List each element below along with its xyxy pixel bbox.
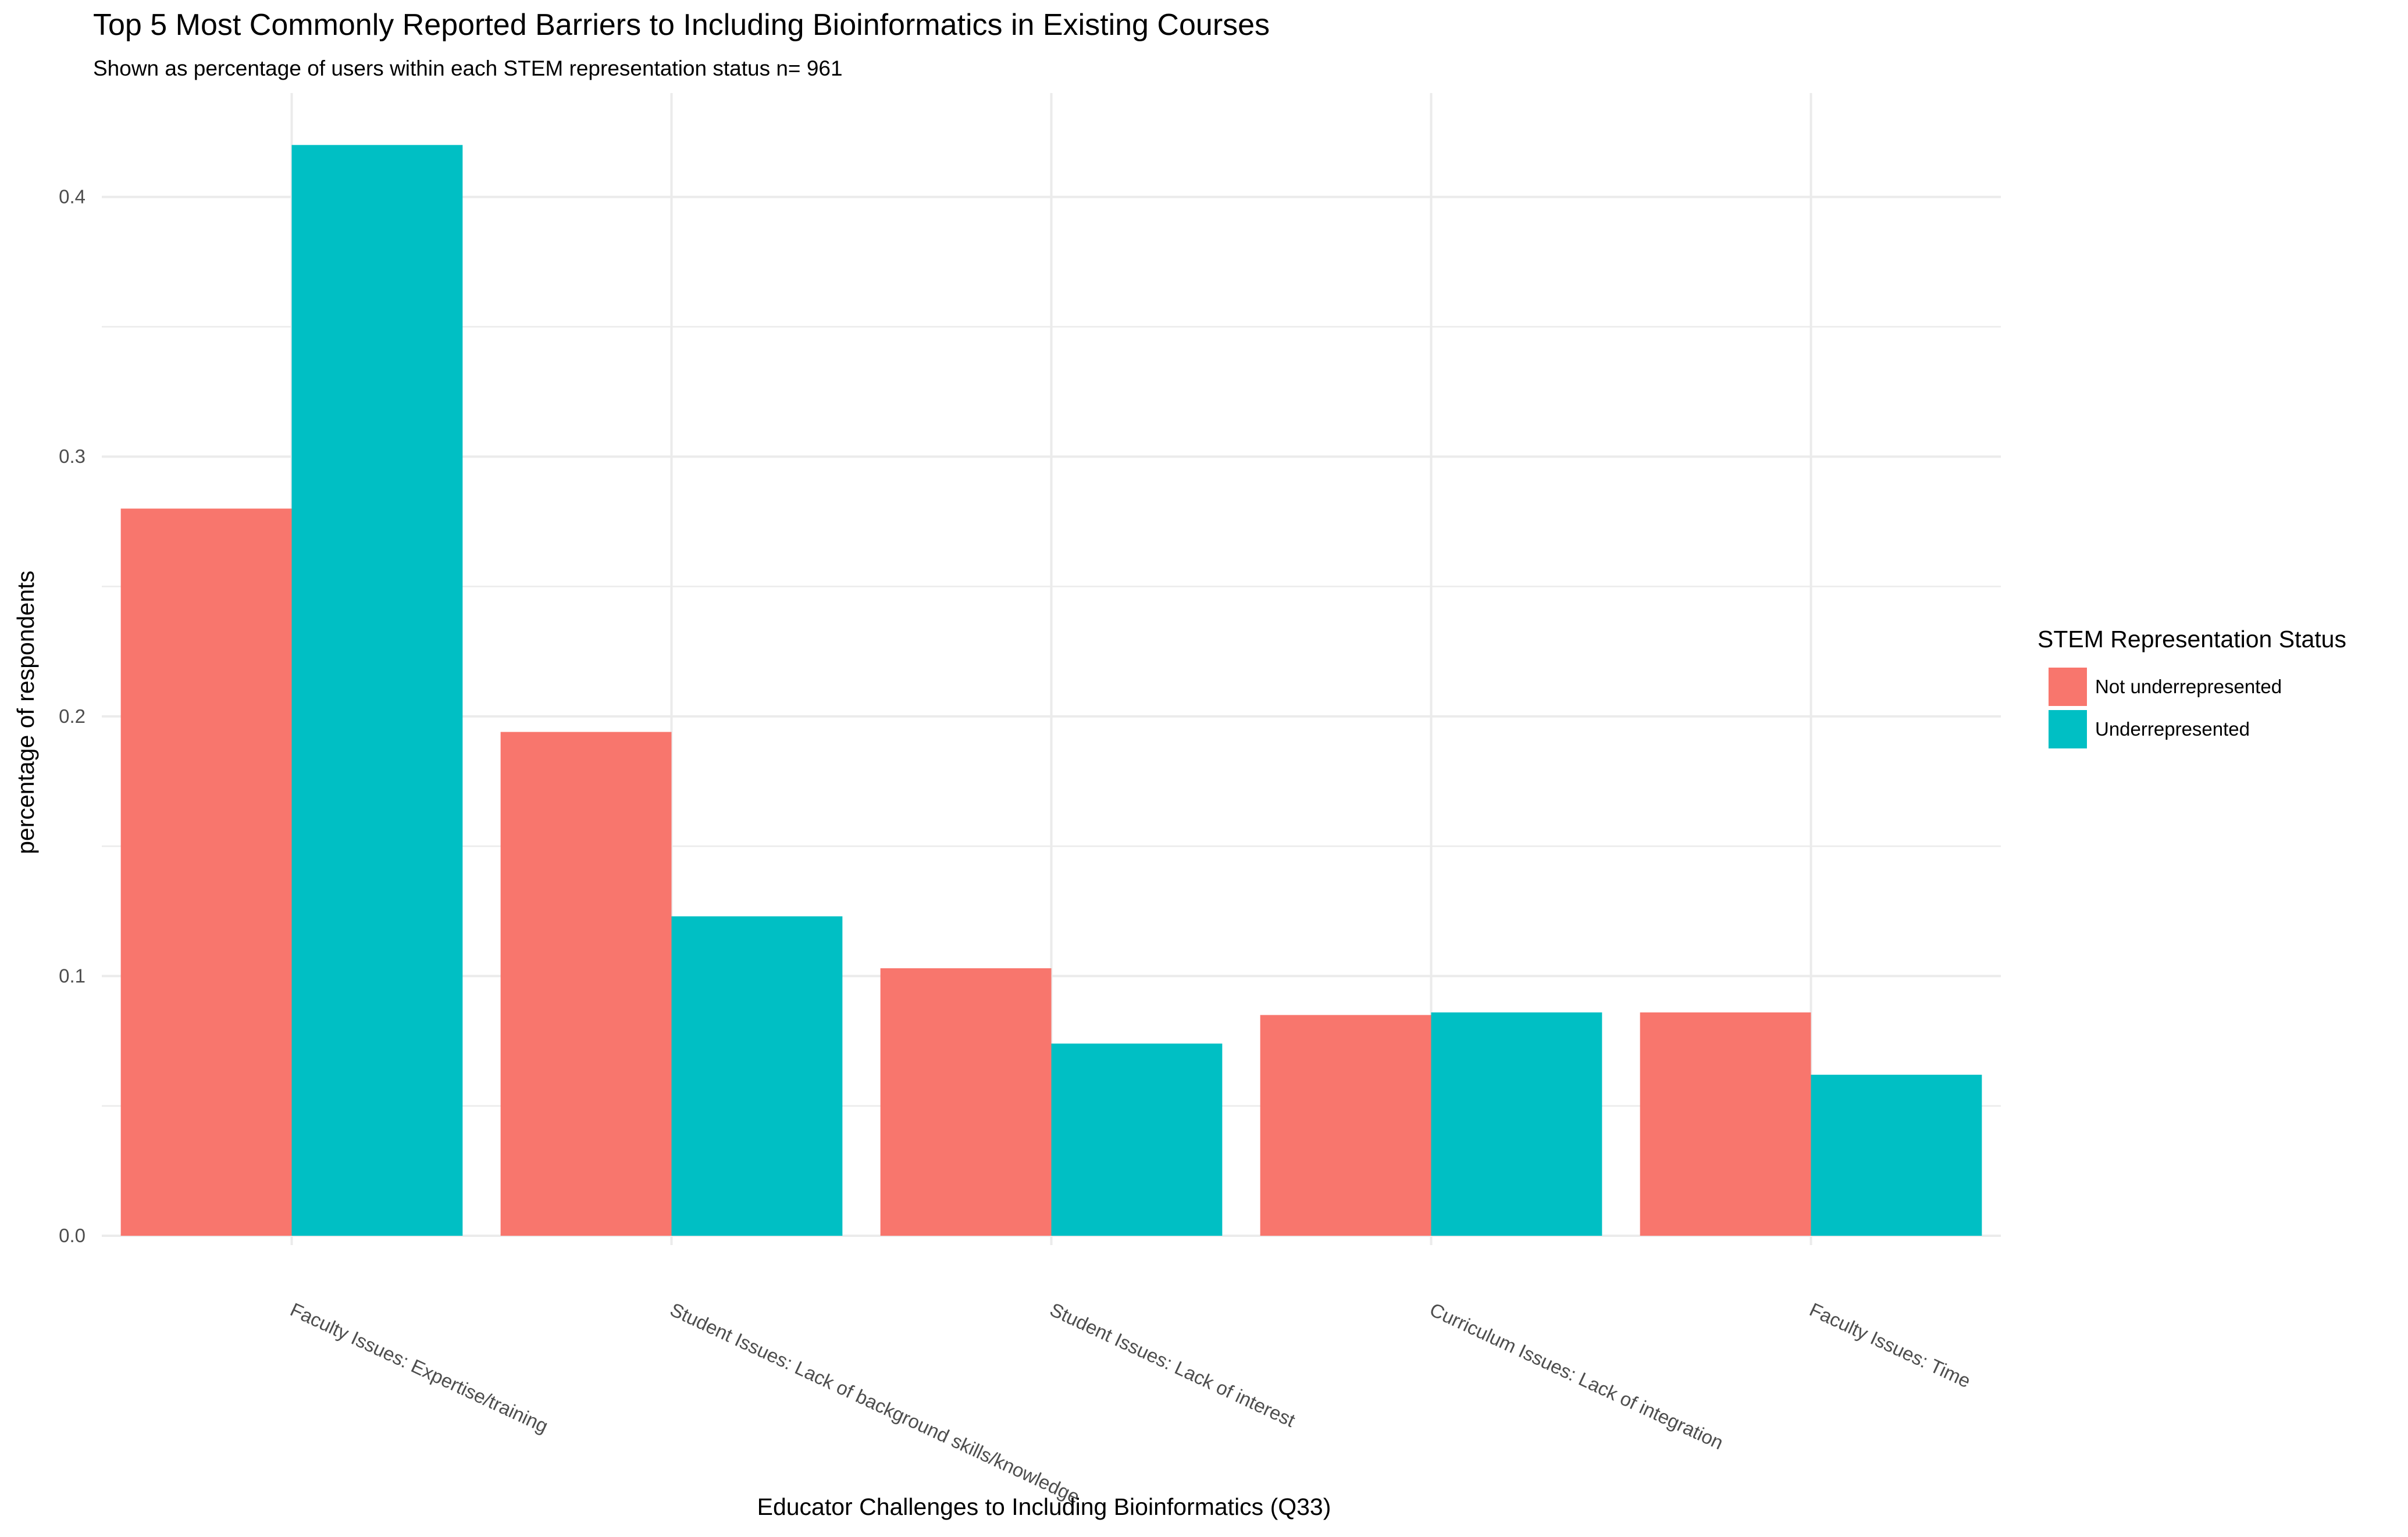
bar-underrepresented [671, 916, 843, 1236]
y-axis-label: percentage of respondents [12, 570, 39, 854]
x-tick-label: Curriculum Issues: Lack of integration [1427, 1299, 1727, 1454]
legend-key [2049, 710, 2087, 748]
bar-not-underrepresented [880, 968, 1052, 1236]
chart-subtitle: Shown as percentage of users within each… [93, 56, 843, 80]
bar-not-underrepresented [500, 732, 672, 1236]
y-tick-label: 0.0 [59, 1225, 86, 1246]
bar-underrepresented [1811, 1075, 1982, 1236]
legend-items: Not underrepresented Underrepresented [2049, 668, 2282, 748]
x-axis-ticks: Faculty Issues: Expertise/training Studen… [287, 1236, 1974, 1508]
x-axis-label: Educator Challenges to Including Bioinfo… [757, 1493, 1331, 1520]
x-tick-label: Student Issues: Lack of background skill… [667, 1299, 1084, 1508]
legend-label: Underrepresented [2095, 718, 2250, 740]
legend-key [2049, 668, 2087, 706]
bar-not-underrepresented [120, 508, 292, 1236]
y-tick-label: 0.4 [59, 186, 86, 208]
bars [120, 145, 1982, 1236]
x-tick-label: Student Issues: Lack of interest [1047, 1299, 1299, 1431]
bar-not-underrepresented [1260, 1015, 1431, 1236]
x-tick-label: Faculty Issues: Time [1807, 1299, 1974, 1392]
y-tick-label: 0.2 [59, 705, 86, 727]
chart-title: Top 5 Most Commonly Reported Barriers to… [93, 8, 1270, 42]
legend-title: STEM Representation Status [2037, 626, 2346, 652]
legend: STEM Representation Status Not underrepr… [2037, 626, 2346, 748]
x-tick-label: Faculty Issues: Expertise/training [287, 1299, 551, 1437]
y-tick-label: 0.1 [59, 965, 86, 986]
bar-not-underrepresented [1640, 1012, 1811, 1236]
y-axis-ticks: 0.0 0.1 0.2 0.3 0.4 [59, 186, 86, 1246]
legend-label: Not underrepresented [2095, 676, 2282, 697]
y-tick-label: 0.3 [59, 445, 86, 467]
bar-underrepresented [1051, 1043, 1223, 1236]
bar-underrepresented [1431, 1012, 1602, 1236]
bar-underrepresented [291, 145, 463, 1236]
